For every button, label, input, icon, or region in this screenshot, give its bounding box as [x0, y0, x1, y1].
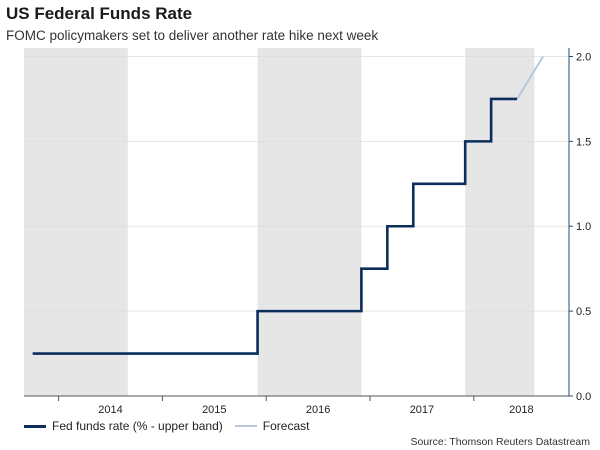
x-tick-label-3: 2017 — [410, 404, 434, 416]
legend-swatch-actual — [24, 424, 46, 428]
shaded-period-0 — [24, 48, 128, 396]
y-tick-label-3: 1.5 — [576, 136, 591, 148]
y-tick-label-4: 2.0 — [576, 51, 591, 63]
legend-label-actual: Fed funds rate (% - upper band) — [52, 419, 223, 433]
legend: Fed funds rate (% - upper band) Forecast — [24, 419, 321, 433]
series-fed-funds-line — [32, 97, 518, 355]
shaded-period-2 — [465, 48, 535, 396]
chart-title: US Federal Funds Rate — [6, 4, 193, 23]
y-tick-label-2: 1.0 — [576, 221, 591, 233]
legend-item-forecast: Forecast — [234, 419, 310, 433]
shaded-period-1 — [257, 48, 362, 396]
y-tick-label-1: 0.5 — [576, 306, 591, 318]
legend-item-actual: Fed funds rate (% - upper band) — [24, 419, 223, 433]
y-tick-label-0: 0.0 — [576, 391, 591, 403]
series-forecast-line — [516, 55, 544, 100]
x-tick-label-0: 2014 — [98, 404, 122, 416]
legend-swatch-forecast — [234, 425, 257, 427]
legend-label-forecast: Forecast — [262, 419, 310, 433]
x-tick-label-1: 2015 — [202, 404, 226, 416]
x-tick-label-4: 2018 — [509, 404, 533, 416]
x-tick-label-2: 2016 — [306, 404, 330, 416]
chart-subtitle: FOMC policymakers set to deliver another… — [6, 28, 379, 43]
source-note: Source: Thomson Reuters Datastream — [410, 436, 590, 448]
